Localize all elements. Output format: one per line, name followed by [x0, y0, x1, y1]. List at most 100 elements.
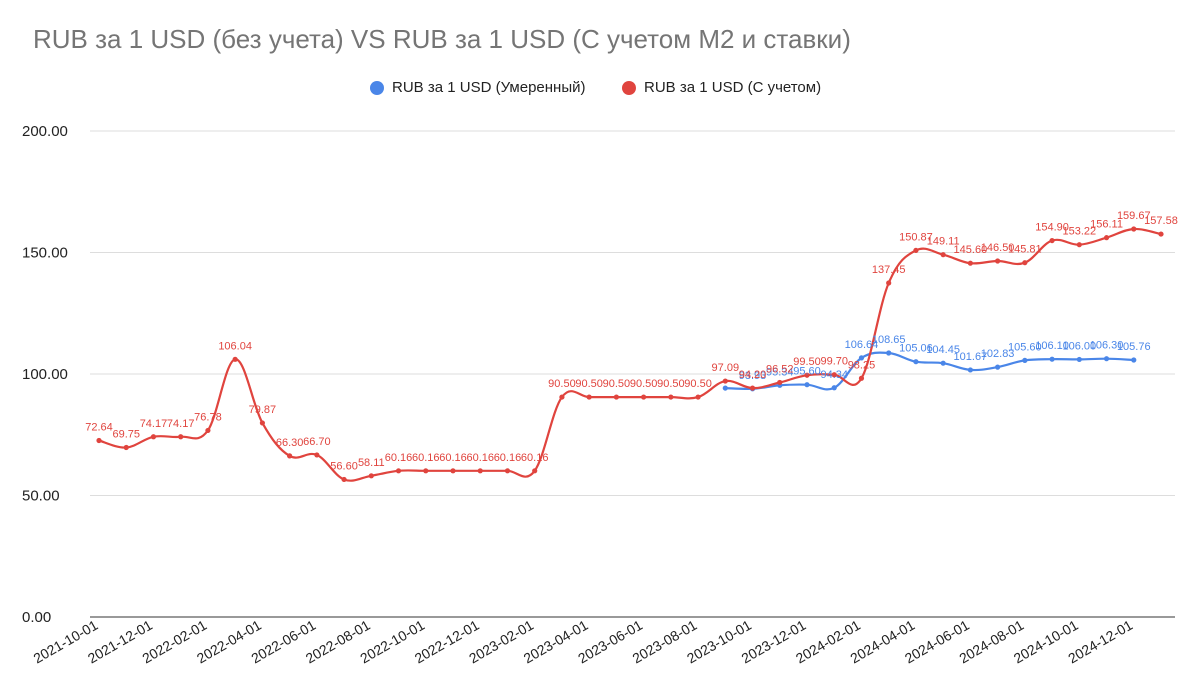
chart-title: RUB за 1 USD (без учета) VS RUB за 1 USD… — [33, 24, 851, 54]
data-label: 90.50 — [603, 378, 631, 390]
data-point[interactable] — [967, 367, 973, 373]
data-point[interactable] — [995, 258, 1001, 264]
data-point[interactable] — [913, 359, 919, 365]
data-point[interactable] — [1103, 235, 1110, 241]
data-point[interactable] — [831, 385, 837, 391]
series-layer — [96, 226, 1164, 483]
y-tick-label: 0.00 — [22, 609, 51, 626]
data-point[interactable] — [777, 379, 783, 386]
data-point[interactable] — [858, 375, 865, 381]
data-label: 66.70 — [303, 436, 331, 448]
data-label: 72.64 — [85, 421, 113, 433]
data-point[interactable] — [259, 420, 265, 426]
legend-item-adjusted[interactable]: RUB за 1 USD (С учетом) — [622, 79, 821, 96]
legend-label-adjusted: RUB за 1 USD (С учетом) — [644, 79, 822, 96]
data-label: 76.78 — [194, 411, 222, 423]
data-point[interactable] — [341, 476, 347, 483]
data-point[interactable] — [123, 444, 129, 451]
data-label: 79.87 — [249, 404, 277, 416]
data-point[interactable] — [1049, 237, 1055, 244]
data-label: 106.10 — [1035, 340, 1069, 352]
data-point[interactable] — [858, 355, 865, 361]
gridlines — [90, 130, 1175, 618]
data-point[interactable] — [804, 372, 810, 378]
data-point[interactable] — [1131, 226, 1137, 232]
data-label: 150.87 — [899, 231, 933, 243]
data-point[interactable] — [423, 468, 429, 474]
data-label: 106.30 — [1090, 340, 1124, 352]
data-point[interactable] — [940, 252, 946, 258]
data-point[interactable] — [150, 434, 157, 440]
data-point[interactable] — [287, 453, 293, 459]
data-point[interactable] — [450, 468, 456, 474]
data-label: 105.76 — [1117, 341, 1151, 353]
data-point[interactable] — [96, 437, 102, 444]
legend-label-moderate: RUB за 1 USD (Умеренный) — [392, 79, 586, 96]
data-point[interactable] — [1076, 242, 1082, 248]
data-point[interactable] — [804, 382, 810, 388]
data-label: 90.50 — [630, 378, 658, 390]
data-label: 95.60 — [793, 366, 821, 378]
data-point[interactable] — [368, 473, 374, 479]
data-label: 159.67 — [1117, 210, 1151, 222]
data-point[interactable] — [940, 360, 946, 366]
data-label: 105.06 — [899, 343, 933, 355]
data-point[interactable] — [395, 468, 402, 474]
data-point[interactable] — [178, 434, 184, 440]
data-point[interactable] — [613, 394, 619, 400]
data-point[interactable] — [314, 452, 320, 458]
data-label: 90.50 — [657, 378, 685, 390]
data-point[interactable] — [1158, 231, 1164, 237]
y-tick-label: 200.00 — [22, 123, 68, 140]
data-point[interactable] — [722, 385, 728, 391]
data-point[interactable] — [695, 394, 701, 400]
data-point[interactable] — [722, 378, 728, 384]
data-point[interactable] — [532, 468, 538, 474]
legend-marker-moderate — [370, 80, 384, 95]
data-label: 60.16 — [412, 452, 440, 464]
data-point[interactable] — [205, 427, 211, 434]
data-point[interactable] — [1022, 357, 1028, 363]
data-point[interactable] — [504, 468, 511, 474]
data-label: 106.64 — [845, 339, 879, 351]
data-label: 90.50 — [548, 378, 576, 390]
data-point[interactable] — [477, 468, 483, 474]
data-point[interactable] — [1076, 356, 1082, 363]
data-label: 90.50 — [575, 378, 603, 390]
data-label: 60.16 — [494, 452, 522, 464]
legend-item-moderate[interactable]: RUB за 1 USD (Умеренный) — [370, 79, 585, 96]
data-label: 96.52 — [766, 363, 794, 375]
data-point[interactable] — [641, 394, 647, 400]
data-point[interactable] — [1049, 356, 1055, 362]
data-point[interactable] — [913, 247, 919, 253]
data-point[interactable] — [886, 350, 892, 356]
data-label: 66.30 — [276, 437, 304, 449]
data-label: 90.50 — [684, 378, 712, 390]
data-point[interactable] — [749, 385, 756, 391]
y-tick-label: 50.00 — [22, 488, 60, 505]
data-label: 60.16 — [439, 452, 467, 464]
legend-marker-adjusted — [622, 80, 636, 95]
data-point[interactable] — [967, 260, 973, 266]
data-point[interactable] — [1022, 260, 1028, 266]
data-point[interactable] — [232, 356, 238, 362]
data-point[interactable] — [995, 364, 1001, 370]
series-line-0 — [725, 351, 1134, 391]
data-label: 97.09 — [712, 362, 740, 374]
data-label: 93.93 — [739, 370, 767, 382]
data-label: 146.50 — [981, 242, 1015, 254]
data-point[interactable] — [831, 372, 837, 378]
data-point[interactable] — [559, 394, 565, 400]
data-point[interactable] — [1103, 356, 1110, 362]
data-point[interactable] — [586, 394, 592, 400]
data-point[interactable] — [668, 394, 674, 400]
data-label: 74.17 — [140, 418, 168, 430]
x-axis-labels: 2021-10-012021-12-012022-02-012022-04-01… — [30, 617, 1135, 667]
data-label: 60.16 — [466, 452, 494, 464]
y-tick-label: 100.00 — [22, 366, 68, 383]
data-label: 106.04 — [218, 340, 252, 352]
data-point[interactable] — [886, 280, 892, 286]
data-label: 106.00 — [1062, 340, 1096, 352]
data-point[interactable] — [1131, 357, 1137, 363]
